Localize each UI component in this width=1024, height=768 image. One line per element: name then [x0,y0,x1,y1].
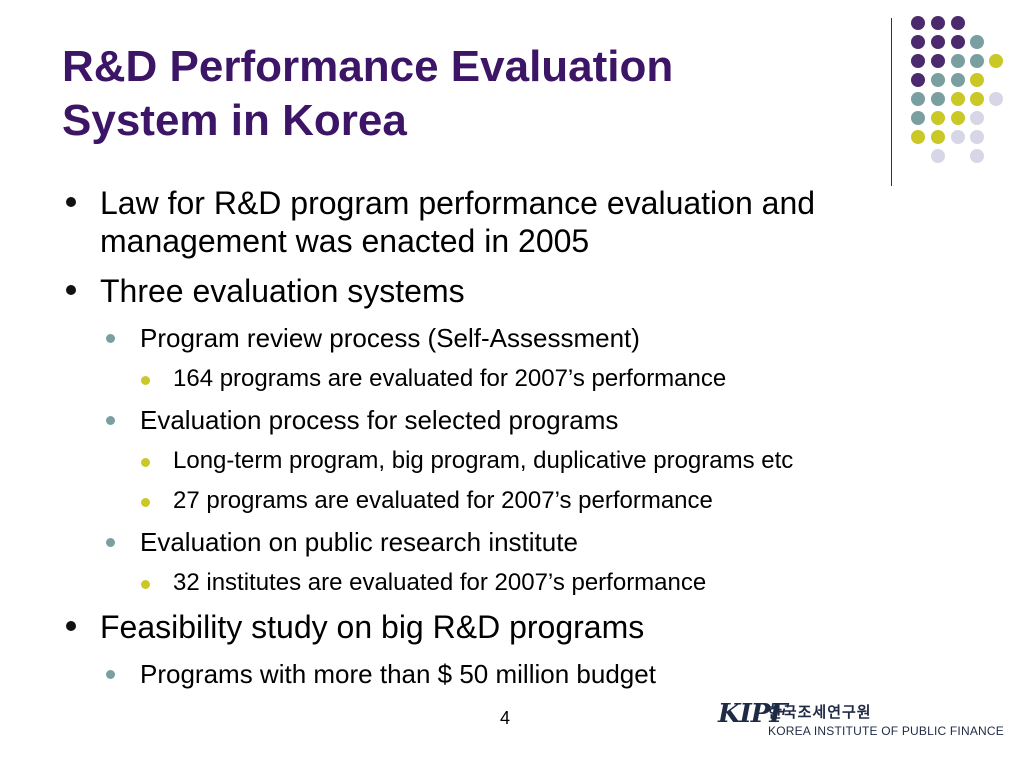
bullet-dot-icon [106,670,115,679]
dot [931,149,945,163]
dot [970,130,984,144]
dot [970,149,984,163]
decorative-divider [891,18,892,186]
bullet-text: Evaluation process for selected programs [140,405,619,435]
dot [970,54,984,68]
dot [911,130,925,144]
dot [951,111,965,125]
bullet-text: 27 programs are evaluated for 2007’s per… [173,487,713,514]
bullet-dot-icon [66,285,76,295]
bullet-level-2: Evaluation process for selected programs [62,404,962,436]
dot [911,54,925,68]
slide-title-line-1: R&D Performance Evaluation [62,42,674,91]
bullet-text: Law for R&D program performance evaluati… [100,185,816,259]
kipf-logo: KIPF 한국조세연구원 KOREA INSTITUTE OF PUBLIC F… [718,697,1004,747]
kipf-logo-mark: KIPF [718,699,788,729]
bullet-level-3: 32 institutes are evaluated for 2007’s p… [62,568,962,598]
bullet-level-2: Programs with more than $ 50 million bud… [62,658,962,690]
bullet-dot-icon [141,580,150,589]
dot [911,111,925,125]
dot [911,16,925,30]
dot [970,35,984,49]
dot [951,130,965,144]
bullet-level-1: Feasibility study on big R&D programs [62,608,962,646]
bullet-text: 164 programs are evaluated for 2007’s pe… [173,365,727,392]
dot [970,92,984,106]
bullet-dot-icon [106,334,115,343]
dot [911,73,925,87]
dot [970,111,984,125]
bullet-level-3: 164 programs are evaluated for 2007’s pe… [62,364,962,394]
bullet-level-3: Long-term program, big program, duplicat… [62,446,962,476]
dot [989,92,1003,106]
dot [989,54,1003,68]
logo-korean-name: 한국조세연구원 [768,704,872,721]
bullet-level-1: Law for R&D program performance evaluati… [62,184,962,260]
bullet-text: Programs with more than $ 50 million bud… [140,659,656,689]
logo-english-name: KOREA INSTITUTE OF PUBLIC FINANCE [768,724,1004,738]
dot [931,130,945,144]
decorative-dot-grid [911,16,1003,163]
bullet-dot-icon [106,416,115,425]
dot [951,92,965,106]
bullet-text: Three evaluation systems [100,273,465,309]
dot [911,35,925,49]
slide-title: R&D Performance Evaluation System in Kor… [62,40,673,148]
dot [931,35,945,49]
bullet-text: Feasibility study on big R&D programs [100,609,645,645]
bullet-level-3: 27 programs are evaluated for 2007’s per… [62,486,962,516]
dot [931,54,945,68]
dot [951,54,965,68]
dot [951,35,965,49]
bullet-dot-icon [141,376,150,385]
bullet-level-2: Evaluation on public research institute [62,526,962,558]
dot [951,73,965,87]
bullet-list: Law for R&D program performance evaluati… [62,184,962,700]
bullet-dot-icon [141,458,150,467]
bullet-level-2: Program review process (Self-Assessment) [62,322,962,354]
dot [931,92,945,106]
dot [970,73,984,87]
bullet-dot-icon [66,197,76,207]
bullet-dot-icon [106,538,115,547]
bullet-dot-icon [66,621,76,631]
bullet-text: Long-term program, big program, duplicat… [173,447,794,474]
bullet-dot-icon [141,498,150,507]
bullet-level-1: Three evaluation systems [62,272,962,310]
bullet-text: 32 institutes are evaluated for 2007’s p… [173,569,707,596]
dot [931,16,945,30]
dot [911,92,925,106]
page-number: 4 [500,708,511,728]
dot [931,111,945,125]
bullet-text: Evaluation on public research institute [140,527,578,557]
dot [951,16,965,30]
dot [931,73,945,87]
slide-title-line-2: System in Korea [62,96,407,145]
bullet-text: Program review process (Self-Assessment) [140,323,640,353]
